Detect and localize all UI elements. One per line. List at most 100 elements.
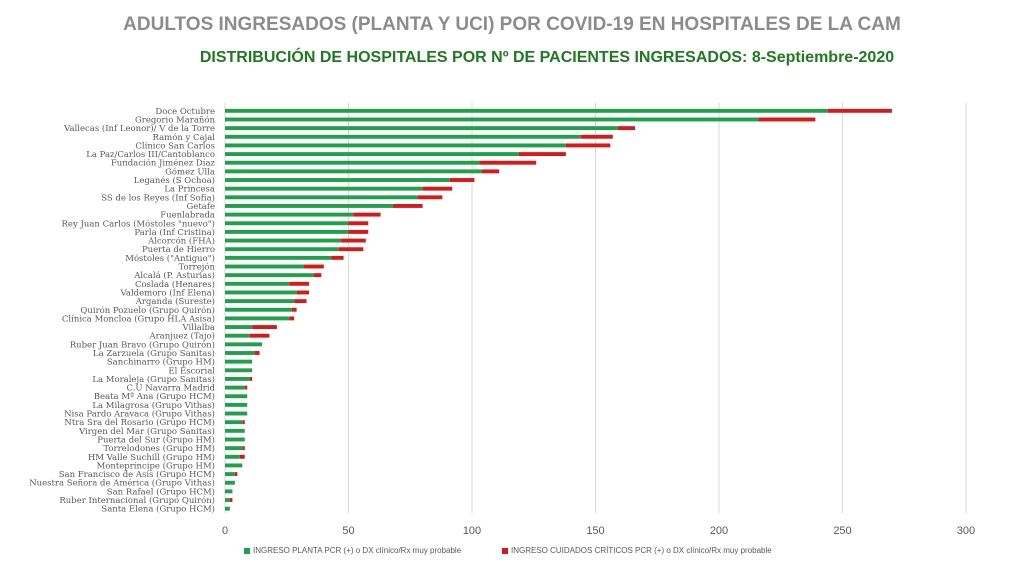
- bar-planta: [225, 238, 342, 243]
- bar-planta: [225, 281, 290, 286]
- category-label: Gómez Ulla: [165, 166, 215, 177]
- category-label: Montepríncipe (Grupo HM): [97, 460, 215, 471]
- bar-planta: [225, 351, 255, 355]
- x-tick-label: 100: [463, 525, 481, 537]
- bar-uci: [481, 169, 500, 174]
- bar-uci: [294, 299, 307, 304]
- bar-planta: [225, 446, 243, 451]
- bar-uci: [518, 152, 566, 157]
- bar-uci: [758, 117, 816, 122]
- category-label: Ramón y Cajal: [152, 132, 215, 143]
- bar-uci: [304, 264, 324, 269]
- category-label: Beata Mª Ana (Grupo HCM): [94, 391, 215, 402]
- bar-planta: [225, 255, 332, 260]
- legend-swatch-planta: [244, 547, 250, 554]
- legend-swatch-uci: [502, 547, 508, 554]
- bar-planta: [225, 506, 230, 511]
- category-label: Clínico San Carlos: [135, 140, 215, 151]
- bar-uci: [254, 351, 260, 355]
- legend-item-uci: INGRESO CUIDADOS CRÍTICOS PCR (+) o DX c…: [502, 546, 772, 555]
- category-label: C.U Navarra Madrid: [127, 384, 216, 394]
- bar-planta: [225, 195, 418, 200]
- bar-planta: [225, 229, 349, 234]
- category-label: Torrejón: [178, 262, 215, 273]
- bar-uci: [296, 290, 309, 295]
- category-label: Gregorio Marañón: [135, 114, 216, 125]
- bar-planta: [225, 117, 759, 122]
- bar-uci: [353, 212, 381, 217]
- category-label: Sanchinarro (Grupo HM): [107, 357, 215, 368]
- bar-uci: [242, 420, 245, 425]
- bar-planta: [225, 368, 253, 373]
- category-label: Parla (Inf Cristina): [134, 227, 215, 238]
- category-label: Ntra Sra del Rosario (Grupo HCM): [64, 417, 215, 428]
- bar-uci: [331, 255, 344, 260]
- bar-planta: [225, 420, 243, 425]
- bar-uci: [291, 307, 297, 312]
- bar-uci: [234, 472, 238, 477]
- bar-planta: [225, 186, 423, 191]
- bars: [225, 108, 892, 511]
- category-label: HM Valle Suchill (Grupo HM): [88, 452, 215, 463]
- bar-planta: [225, 204, 393, 208]
- category-label: Leganés (S Ochoa): [134, 175, 215, 186]
- bar-planta: [225, 402, 248, 407]
- category-label: Rey Juan Carlos (Móstoles "nuevo"): [62, 218, 215, 229]
- category-label: La Paz/Carlos III/Cantoblanco: [86, 150, 215, 160]
- bar-planta: [225, 152, 519, 157]
- bar-uci: [229, 498, 233, 502]
- x-tick-label: 300: [957, 525, 975, 537]
- bar-uci: [289, 281, 309, 286]
- bar-planta: [225, 342, 263, 347]
- bar-planta: [225, 454, 240, 459]
- bar-uci: [338, 247, 364, 252]
- category-label: Alcorcón (FHA): [147, 236, 215, 247]
- bar-uci: [348, 221, 369, 226]
- bar-planta: [225, 316, 290, 321]
- category-label: Villalba: [182, 323, 215, 333]
- category-label: Virgen del Mar (Grupo Sanitas): [78, 426, 215, 437]
- category-label: Puerta de Hierro: [142, 245, 215, 255]
- bar-planta: [225, 273, 314, 278]
- category-label: Torrelodones (Grupo HM): [103, 443, 215, 454]
- bar-planta: [225, 299, 295, 304]
- bar-planta: [225, 178, 450, 182]
- bar-planta: [225, 290, 297, 295]
- bar-uci: [249, 376, 253, 381]
- category-label: Fundación Jiménez Díaz: [111, 158, 216, 169]
- bar-planta: [225, 247, 339, 252]
- bar-planta: [225, 264, 305, 269]
- category-label: Doce Octubre: [155, 107, 215, 117]
- bar-uci: [449, 178, 475, 182]
- category-label: Aranjuez (Tajo): [148, 331, 215, 342]
- bar-uci: [422, 186, 453, 191]
- bar-planta: [225, 126, 618, 131]
- x-tick-label: 50: [342, 525, 354, 537]
- category-label: Fuenlabrada: [160, 211, 215, 221]
- bar-uci: [479, 160, 537, 165]
- category-label: Getafe: [187, 202, 215, 212]
- bar-planta: [225, 307, 292, 312]
- category-label: La Zarzuela (Grupo Sanitas): [93, 348, 215, 359]
- category-label: Santa Elena (Grupo HCM): [101, 504, 215, 515]
- bar-uci: [565, 143, 611, 148]
- bar-planta: [225, 169, 482, 174]
- bar-uci: [392, 204, 423, 208]
- category-label: El Escorial: [168, 366, 215, 376]
- category-label: Quirón Pozuelo (Grupo Quirón): [80, 305, 215, 316]
- bar-planta: [225, 480, 235, 485]
- bar-uci: [239, 454, 245, 459]
- bar-planta: [225, 411, 248, 416]
- bar-planta: [225, 463, 243, 468]
- category-label: La Moraleja (Grupo Sanitas): [92, 374, 215, 385]
- bar-uci: [242, 446, 245, 451]
- bar-planta: [225, 160, 480, 165]
- category-label: Ruber Juan Bravo (Grupo Quirón): [70, 339, 215, 350]
- x-tick-label: 200: [710, 525, 728, 537]
- category-label: Vallecas (Inf Leonor)/ V de la Torre: [63, 123, 215, 134]
- bar-planta: [225, 221, 349, 226]
- bar-planta: [225, 385, 245, 390]
- bar-planta: [225, 489, 233, 494]
